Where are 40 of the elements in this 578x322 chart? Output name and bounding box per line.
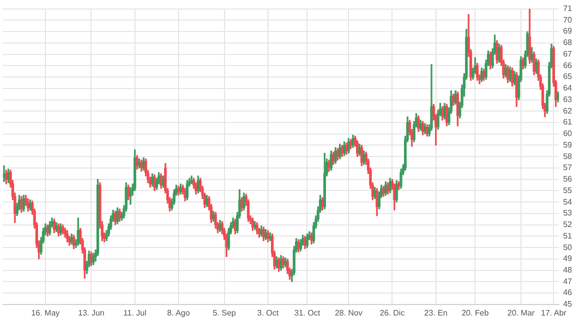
- x-tick-label: 28. Nov: [334, 308, 362, 318]
- y-tick-label: 46: [563, 288, 573, 298]
- x-tick-label: 26. Dic: [380, 308, 405, 318]
- x-tick-label: 3. Oct: [257, 308, 280, 318]
- y-tick-label: 56: [563, 174, 573, 184]
- y-tick-label: 47: [563, 276, 573, 286]
- x-tick-label: 11. Jul: [123, 308, 147, 318]
- y-tick-label: 62: [563, 106, 573, 116]
- y-tick-label: 71: [563, 4, 573, 14]
- y-tick-label: 59: [563, 140, 573, 150]
- x-tick-label: 20. Feb: [462, 308, 490, 318]
- y-tick-label: 48: [563, 265, 573, 274]
- y-tick-label: 49: [563, 254, 573, 264]
- y-tick-label: 69: [563, 26, 573, 36]
- x-tick-label: 23. En: [424, 308, 448, 318]
- y-tick-label: 53: [563, 208, 573, 218]
- y-tick-label: 45: [563, 300, 573, 309]
- y-tick-label: 51: [563, 231, 573, 240]
- x-tick-label: 31. Oct: [294, 308, 321, 318]
- y-tick-label: 70: [563, 15, 573, 24]
- y-tick-label: 52: [563, 220, 573, 230]
- y-tick-label: 63: [563, 94, 573, 104]
- y-tick-label: 67: [563, 49, 573, 58]
- x-tick-label: 8. Ago: [167, 308, 190, 318]
- y-tick-label: 58: [563, 152, 573, 161]
- y-tick-label: 65: [563, 72, 573, 82]
- y-tick-label: 66: [563, 60, 573, 70]
- x-tick-label: 5. Sep: [212, 308, 236, 318]
- y-tick-label: 50: [563, 242, 573, 252]
- x-tick-label: 16. May: [31, 308, 60, 318]
- x-tick-label: 13. Jun: [78, 308, 104, 318]
- y-tick-label: 61: [563, 118, 573, 127]
- y-tick-label: 57: [563, 163, 573, 172]
- y-tick-label: 60: [563, 129, 573, 138]
- x-tick-label: 20. Mar: [507, 308, 535, 318]
- y-tick-label: 55: [563, 186, 573, 195]
- y-tick-label: 54: [563, 197, 573, 206]
- x-tick-label: 17. Abr: [540, 308, 567, 318]
- y-tick-label: 68: [563, 38, 573, 48]
- y-tick-label: 64: [563, 84, 573, 93]
